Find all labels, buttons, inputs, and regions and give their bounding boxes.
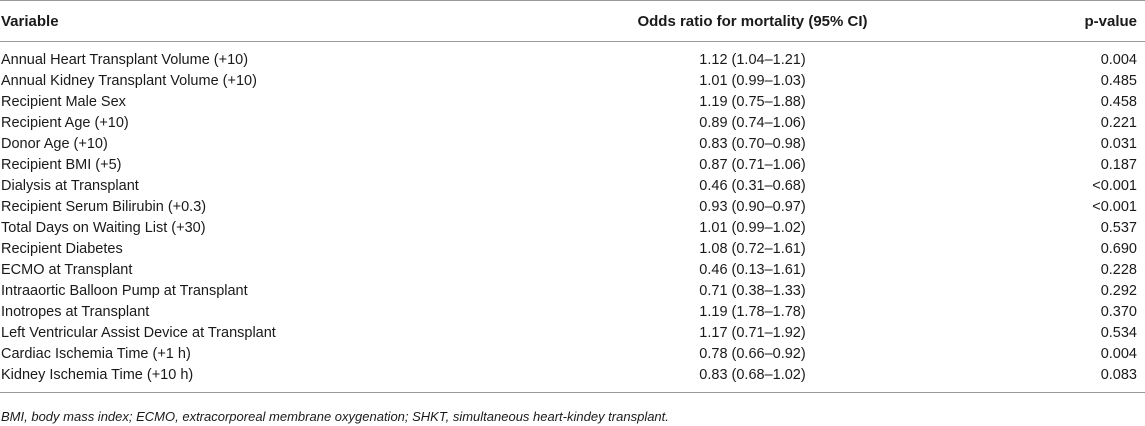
table-row: ECMO at Transplant 0.46 (0.13–1.61) 0.22… [0,260,1145,281]
table-row: Annual Heart Transplant Volume (+10) 1.1… [0,42,1145,72]
odds-ratio-table: Variable Odds ratio for mortality (95% C… [0,0,1145,393]
cell-variable: Recipient Age (+10) [1,115,129,131]
cell-odds-ratio: 0.93 (0.90–0.97) [699,199,806,215]
cell-odds-ratio: 0.46 (0.13–1.61) [699,262,806,278]
header-row: Variable Odds ratio for mortality (95% C… [0,0,1145,42]
header-odds-ratio: Odds ratio for mortality (95% CI) [430,0,1050,42]
cell-variable: Annual Heart Transplant Volume (+10) [1,52,249,68]
cell-odds-ratio: 0.78 (0.66–0.92) [699,346,806,362]
results-table-container: Variable Odds ratio for mortality (95% C… [0,0,1145,393]
cell-p-value: 0.228 [1100,262,1137,278]
cell-odds-ratio: 0.83 (0.70–0.98) [699,136,806,152]
cell-odds-ratio: 1.01 (0.99–1.03) [699,73,806,89]
cell-p-value: 0.083 [1100,367,1137,383]
cell-p-value: 0.690 [1100,241,1137,257]
header-variable: Variable [0,0,430,42]
cell-p-value: 0.292 [1100,283,1137,299]
cell-odds-ratio: 1.01 (0.99–1.02) [699,220,806,236]
cell-odds-ratio: 1.12 (1.04–1.21) [699,52,806,68]
cell-p-value: 0.370 [1100,304,1137,320]
cell-odds-ratio: 1.08 (0.72–1.61) [699,241,806,257]
cell-odds-ratio: 1.19 (0.75–1.88) [699,94,806,110]
table-footnote: BMI, body mass index; ECMO, extracorpore… [1,409,669,424]
table-row: Total Days on Waiting List (+30) 1.01 (0… [0,218,1145,239]
cell-p-value: 0.537 [1100,220,1137,236]
cell-p-value: 0.004 [1100,346,1137,362]
cell-p-value: 0.485 [1100,73,1137,89]
table-row: Donor Age (+10) 0.83 (0.70–0.98) 0.031 [0,134,1145,155]
cell-p-value: <0.001 [1092,178,1137,194]
cell-p-value: <0.001 [1092,199,1137,215]
cell-odds-ratio: 0.46 (0.31–0.68) [699,178,806,194]
table-row: Recipient Male Sex 1.19 (0.75–1.88) 0.45… [0,92,1145,113]
table-row: Cardiac Ischemia Time (+1 h) 0.78 (0.66–… [0,344,1145,365]
table-row: Dialysis at Transplant 0.46 (0.31–0.68) … [0,176,1145,197]
table-row: Recipient Diabetes 1.08 (0.72–1.61) 0.69… [0,239,1145,260]
cell-variable: Annual Kidney Transplant Volume (+10) [1,73,257,89]
table-row: Inotropes at Transplant 1.19 (1.78–1.78)… [0,302,1145,323]
cell-variable: Intraaortic Balloon Pump at Transplant [1,283,248,299]
table-row: Recipient BMI (+5) 0.87 (0.71–1.06) 0.18… [0,155,1145,176]
cell-p-value: 0.187 [1100,157,1137,173]
cell-variable: Total Days on Waiting List (+30) [1,220,206,236]
cell-odds-ratio: 0.71 (0.38–1.33) [699,283,806,299]
cell-variable: Dialysis at Transplant [1,178,139,194]
cell-p-value: 0.004 [1100,52,1137,68]
cell-p-value: 0.031 [1100,136,1137,152]
header-p-value: p-value [1050,0,1145,42]
cell-odds-ratio: 0.89 (0.74–1.06) [699,115,806,131]
table-row: Recipient Serum Bilirubin (+0.3) 0.93 (0… [0,197,1145,218]
cell-variable: Donor Age (+10) [1,136,108,152]
cell-odds-ratio: 1.17 (0.71–1.92) [699,325,806,341]
cell-variable: Recipient Serum Bilirubin (+0.3) [1,199,207,215]
table-row: Left Ventricular Assist Device at Transp… [0,323,1145,344]
cell-odds-ratio: 0.83 (0.68–1.02) [699,367,806,383]
cell-p-value: 0.458 [1100,94,1137,110]
cell-variable: Kidney Ischemia Time (+10 h) [1,367,194,383]
cell-variable: ECMO at Transplant [1,262,133,278]
table-row: Intraaortic Balloon Pump at Transplant 0… [0,281,1145,302]
cell-odds-ratio: 1.19 (1.78–1.78) [699,304,806,320]
table-body: Annual Heart Transplant Volume (+10) 1.1… [0,42,1145,393]
table-header: Variable Odds ratio for mortality (95% C… [0,0,1145,42]
cell-odds-ratio: 0.87 (0.71–1.06) [699,157,806,173]
cell-variable: Left Ventricular Assist Device at Transp… [1,325,276,341]
cell-variable: Cardiac Ischemia Time (+1 h) [1,346,191,362]
cell-variable: Recipient Diabetes [1,241,123,257]
table-row: Recipient Age (+10) 0.89 (0.74–1.06) 0.2… [0,113,1145,134]
cell-variable: Inotropes at Transplant [1,304,150,320]
table-row: Annual Kidney Transplant Volume (+10) 1.… [0,71,1145,92]
cell-p-value: 0.221 [1100,115,1137,131]
table-row: Kidney Ischemia Time (+10 h) 0.83 (0.68–… [0,365,1145,393]
cell-variable: Recipient BMI (+5) [1,157,122,173]
cell-p-value: 0.534 [1100,325,1137,341]
cell-variable: Recipient Male Sex [1,94,126,110]
